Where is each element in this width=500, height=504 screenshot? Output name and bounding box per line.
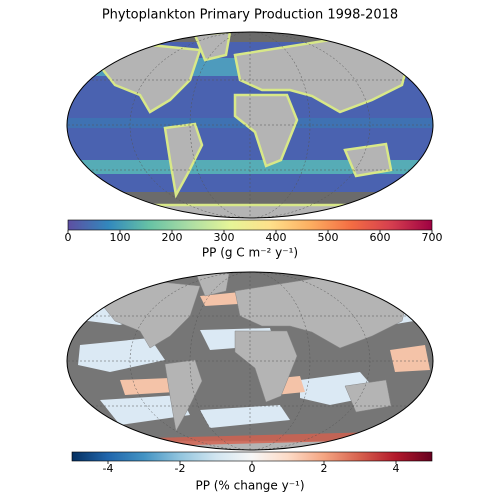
tick-label: 4 [393,462,400,475]
graticule [67,272,433,450]
colorbar-ticks: 0 100 200 300 400 500 600 700 [65,230,443,244]
trend-patches [150,432,385,446]
tick-label: -4 [103,462,114,475]
tick-label: 500 [318,231,339,244]
map-trend [67,272,433,450]
colorbar-ticks: -4 -2 0 2 4 [103,461,400,475]
tick-label: 2 [321,462,328,475]
tick-label: 0 [249,462,256,475]
tick-label: 0 [65,231,72,244]
tick-label: 400 [266,231,287,244]
map-production [67,32,433,218]
colorbar-label: PP (g C m⁻² y⁻¹) [202,246,298,260]
colorbar-label: PP (% change y⁻¹) [195,479,304,493]
ice [67,32,433,42]
tick-label: 200 [162,231,183,244]
map-outline [66,31,434,219]
tick-label: 700 [422,231,443,244]
colorbar [71,451,433,462]
tick-label: 300 [214,231,235,244]
colorbar [67,219,433,231]
figure-title: Phytoplankton Primary Production 1998-20… [102,8,398,23]
tick-label: 100 [110,231,131,244]
graticule [67,32,433,218]
tick-label: 600 [370,231,391,244]
tick-label: -2 [175,462,186,475]
map-outline [66,271,434,451]
